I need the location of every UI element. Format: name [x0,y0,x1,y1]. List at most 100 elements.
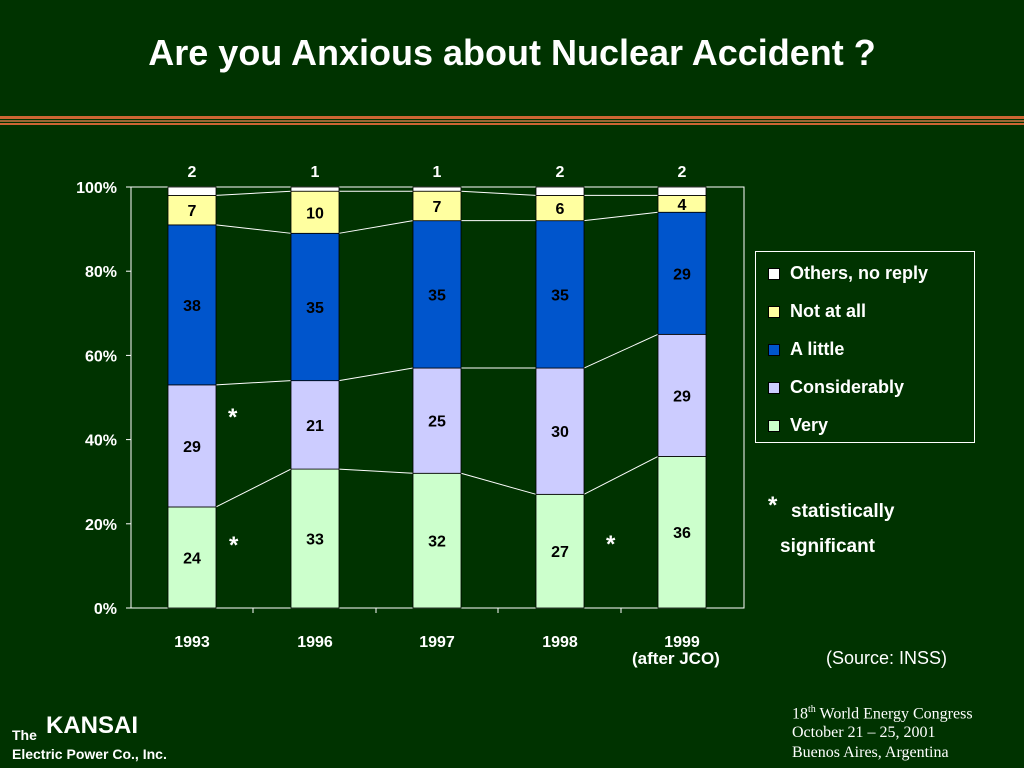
significance-mark: * [229,532,239,559]
bar-segment-considerably [535,367,585,495]
data-label: 29 [183,439,201,456]
logo-subtitle: Electric Power Co., Inc. [12,746,167,762]
data-label: 6 [556,201,565,218]
source-note: (Source: INSS) [826,648,948,668]
bar-segment-others-no-reply [535,186,585,196]
connector-line [583,333,659,369]
data-label: 29 [673,266,691,283]
data-label: 7 [188,203,197,220]
significance-mark: * [606,531,616,558]
conference-location: Buenos Aires, Argentina [792,744,949,761]
bar-segment-very [290,468,340,609]
bar-segment-considerably [657,333,707,457]
y-tick-label: 100% [76,180,117,197]
data-label: 25 [428,414,446,431]
data-label: 35 [428,287,446,304]
bar-segment-considerably [167,384,217,508]
legend-swatch [768,306,780,318]
bar-segment-very [657,456,707,609]
y-tick-label: 40% [85,433,117,450]
bar-segment-a-little [412,220,462,369]
y-tick-label: 80% [85,264,117,281]
connector-line [338,220,414,234]
data-label: 35 [551,287,569,304]
bar-segment-very [167,506,217,609]
legend-label: Very [790,415,829,435]
bar-segment-not-at-all [290,190,340,234]
connector-line [215,380,292,386]
connector-line [338,468,414,474]
data-label: 35 [306,300,324,317]
bar-segment-a-little [290,232,340,382]
connector-line [215,224,292,234]
conference-dates: October 21 – 25, 2001 [792,724,936,741]
y-tick-label: 60% [85,348,117,365]
legend-swatch [768,382,780,394]
page-title: Are you Anxious about Nuclear Accident ? [148,32,876,73]
data-label: 21 [306,418,324,435]
chart-legend: Others, no reply Not at all A little Con… [755,251,975,443]
data-label: 29 [673,388,691,405]
x-category-label: 1993 [174,634,210,651]
bar-segment-a-little [167,224,217,386]
data-label: 10 [306,205,324,222]
x-category-label: 1998 [542,634,578,651]
y-tick-label: 0% [94,601,117,618]
legend-swatch [768,420,780,432]
connector-line [215,468,292,508]
conference-ordinal: th [808,704,816,715]
bar-segment-others-no-reply [657,186,707,196]
bar-segment-not-at-all [412,190,462,222]
title-divider-2 [0,120,1024,122]
x-category-label: 1997 [419,634,455,651]
title-divider [0,116,1024,119]
y-tick-label: 20% [85,517,117,534]
significance-note-line2: significant [780,536,876,557]
bar-segment-very [412,472,462,609]
connector-line [460,190,537,196]
bar-segment-not-at-all [167,195,217,226]
data-label: 4 [678,197,687,214]
data-label: 36 [673,525,691,542]
bar-segment-very [535,493,585,609]
data-label: 7 [433,199,442,216]
logo-kansai: KANSAI [46,712,139,739]
legend-label: Others, no reply [790,263,929,283]
data-label: 2 [188,164,197,181]
logo-the: The [12,727,37,743]
legend-swatch [768,344,780,356]
conference-line1: 18th World Energy Congress [792,704,973,723]
bar-segment-others-no-reply [290,186,340,192]
data-label: 2 [556,164,565,181]
legend-label: A little [790,339,845,359]
data-label: 27 [551,544,569,561]
legend-label: Not at all [790,301,867,321]
bar-segment-considerably [412,367,462,474]
conference-name: World Energy Congress [815,705,973,723]
category-sublabel-1999: (after JCO) [632,649,720,668]
x-category-label: 1996 [297,634,333,651]
legend-swatch [768,268,780,280]
connector-line [215,190,292,196]
data-label: 2 [678,164,687,181]
data-label: 30 [551,424,569,441]
connector-line [460,472,537,495]
x-category-label: 1999 [664,634,700,651]
data-label: 1 [433,164,442,181]
connector-line [583,455,659,495]
bar-segment-considerably [290,380,340,470]
data-label: 24 [183,550,201,567]
data-label: 32 [428,534,446,551]
legend-label: Considerably [790,377,905,397]
data-label: 1 [311,164,320,181]
connector-line [583,211,659,222]
bar-segment-others-no-reply [167,186,217,196]
title-divider-3 [0,123,1024,125]
significance-note-line1: statistically [791,501,895,522]
significance-note-star: * [768,492,778,519]
conference-number: 18 [792,705,808,723]
bar-segment-others-no-reply [412,186,462,192]
bar-segment-not-at-all [535,195,585,222]
connector-line [338,367,414,382]
